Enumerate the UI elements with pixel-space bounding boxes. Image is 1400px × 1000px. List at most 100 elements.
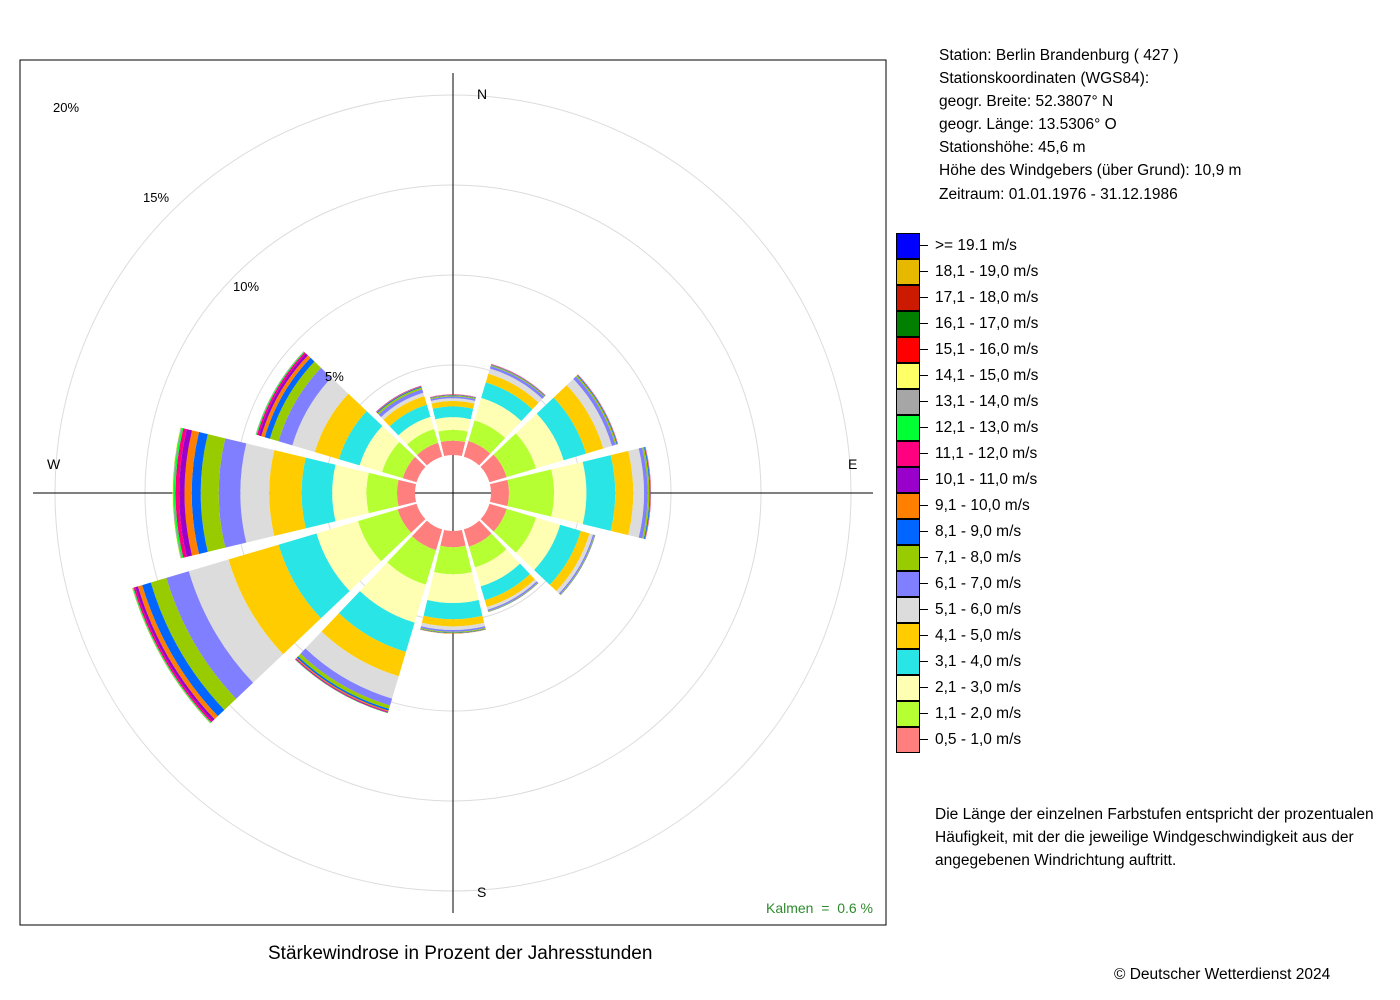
legend-tick (920, 505, 928, 506)
legend-swatch (896, 545, 920, 571)
sector-segment (301, 457, 336, 529)
sector-WSW (131, 503, 426, 724)
sector-segment (397, 479, 417, 507)
sector-segment (480, 454, 507, 483)
note-line: Häufigkeit, mit der die jeweilige Windge… (935, 829, 1354, 847)
legend-item: 5,1 - 6,0 m/s (896, 597, 1096, 623)
station-coords-heading: Stationskoordinaten (WGS84): (939, 70, 1150, 88)
legend-item: >= 19.1 m/s (896, 233, 1096, 259)
legend-item: 16,1 - 17,0 m/s (896, 311, 1096, 337)
legend-label: 10,1 - 11,0 m/s (935, 471, 1038, 488)
plot-frame (19, 59, 887, 926)
sector-segment (338, 411, 383, 466)
sector-segment (610, 450, 634, 536)
legend-swatch (896, 727, 920, 753)
sector-segment (573, 376, 616, 446)
sector-S (420, 529, 486, 634)
legend-label: 1,1 - 2,0 m/s (935, 705, 1022, 722)
station-latitude: geogr. Breite: 52.3807° N (939, 93, 1114, 111)
sector-segment (493, 508, 537, 553)
legend-item: 15,1 - 16,0 m/s (896, 337, 1096, 363)
sector-segment (316, 521, 382, 592)
time-period: Zeitraum: 01.01.1976 - 31.12.1986 (939, 185, 1178, 203)
note-line: angegebenen Windrichtung auftritt. (935, 852, 1177, 870)
sector-segment (489, 479, 510, 507)
compass-label-s: S (477, 884, 486, 900)
legend-label: 17,1 - 18,0 m/s (935, 289, 1039, 306)
sector-segment (218, 438, 247, 548)
legend-item: 0,5 - 1,0 m/s (896, 727, 1096, 753)
sector-segment (357, 509, 412, 562)
chart-labels: N E S W 5% 10% 15% 20% (47, 86, 857, 900)
sector-segment (534, 524, 581, 585)
sector-segment (261, 355, 311, 438)
legend-tick (920, 479, 928, 480)
sector-segment (556, 533, 593, 594)
legend-label: 15,1 - 16,0 m/s (935, 341, 1039, 358)
legend-swatch (896, 597, 920, 623)
sector-SSE (463, 520, 539, 613)
sector-segment (300, 648, 393, 706)
sector-segment (430, 395, 476, 399)
sector-segment (278, 367, 332, 446)
sector-segment (314, 393, 367, 460)
legend-tick (920, 401, 928, 402)
sector-segment (420, 629, 486, 634)
sector-segment (421, 622, 485, 630)
ring-label-10: 10% (233, 279, 259, 294)
wind-sectors (131, 351, 652, 724)
sector-segment (278, 533, 350, 619)
sector-segment (173, 427, 184, 559)
legend-tick (920, 453, 928, 454)
legend-tick (920, 271, 928, 272)
sector-segment (378, 389, 424, 418)
legend-tick (920, 635, 928, 636)
legend-swatch (896, 701, 920, 727)
sector-segment (582, 455, 616, 531)
sector-segment (397, 503, 426, 533)
legend-swatch (896, 571, 920, 597)
sector-segment (489, 365, 545, 399)
legend-tick (920, 661, 928, 662)
station-info: Station: Berlin Brandenburg ( 427 ) Stat… (939, 44, 1241, 206)
legend-label: 16,1 - 17,0 m/s (935, 315, 1039, 332)
sector-segment (481, 382, 533, 422)
sector-segment (420, 626, 486, 632)
legend-label: 5,1 - 6,0 m/s (935, 601, 1022, 618)
sector-segment (430, 395, 476, 400)
legend-swatch (896, 311, 920, 337)
sector-segment (416, 442, 443, 466)
sector-ESE (480, 503, 596, 596)
legend-swatch (896, 389, 920, 415)
sector-segment (440, 529, 466, 548)
legend-label: 6,1 - 7,0 m/s (935, 575, 1022, 592)
compass-label-e: E (848, 456, 857, 472)
sector-segment (191, 432, 208, 554)
sector-segment (430, 396, 476, 401)
legend-item: 3,1 - 4,0 m/s (896, 649, 1096, 675)
sector-segment (137, 585, 218, 720)
sector-segment (430, 398, 476, 404)
sector-segment (382, 442, 415, 479)
compass-label-w: W (47, 456, 61, 472)
legend-label: 7,1 - 8,0 m/s (935, 549, 1022, 566)
sector-segment (411, 520, 443, 551)
sector-segment (389, 404, 431, 436)
sector-segment (435, 417, 471, 432)
sector-segment (480, 563, 530, 601)
legend-swatch (896, 675, 920, 701)
sector-segment (402, 456, 426, 483)
sector-segment (642, 447, 650, 539)
legend-label: 4,1 - 5,0 m/s (935, 627, 1022, 644)
copyright: © Deutscher Wetterdienst 2024 (1114, 966, 1331, 983)
legend-tick (920, 531, 928, 532)
sector-SSW (294, 520, 443, 714)
sector-segment (292, 377, 349, 453)
legend-item: 17,1 - 18,0 m/s (896, 285, 1096, 311)
sector-segment (423, 599, 483, 620)
sector-segment (551, 461, 587, 525)
sector-segment (515, 413, 564, 469)
sector-segment (420, 627, 486, 633)
sector-segment (427, 571, 479, 603)
legend-swatch (896, 467, 920, 493)
